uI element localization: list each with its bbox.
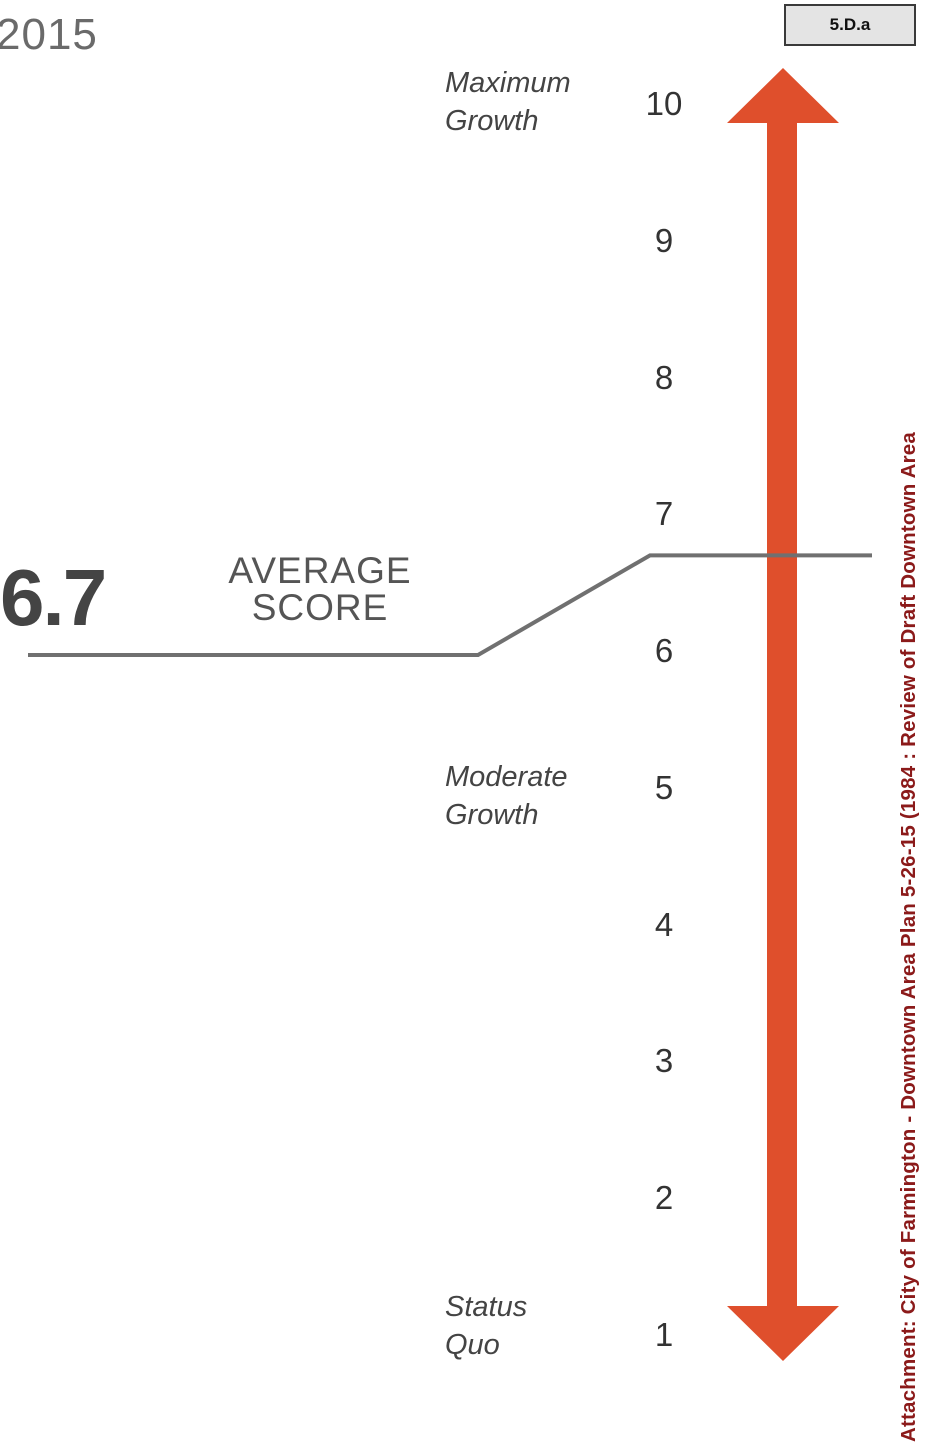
scale-tick-6: 6 [654, 632, 674, 670]
maximum-growth-label: Maximum Growth [445, 67, 571, 137]
scale-tick-3: 3 [654, 1042, 674, 1080]
average-score-value: 6.7 [0, 553, 107, 642]
scale-tick-2: 2 [654, 1179, 674, 1217]
average-score-label: AVERAGE SCORE [228, 550, 412, 628]
average-score-line [28, 553, 872, 657]
scale-tick-10: 10 [645, 85, 683, 122]
status-quo-label: Status Quo [445, 1291, 528, 1361]
scale-arrow [727, 68, 839, 1361]
scale-tick-8: 8 [654, 358, 674, 396]
scale-tick-4: 4 [654, 905, 674, 943]
scale-tick-9: 9 [654, 221, 674, 259]
attachment-tag: 5.D.a [784, 4, 916, 46]
moderate-growth-label: Moderate Growth [445, 761, 568, 831]
scale-tick-1: 1 [654, 1316, 674, 1353]
scale-tick-7: 7 [654, 495, 674, 533]
year-heading: 2015 [0, 10, 98, 59]
scale-tick-5: 5 [654, 768, 674, 806]
attachment-sidebar-text: Attachment: City of Farmington - Downtow… [897, 432, 920, 1442]
